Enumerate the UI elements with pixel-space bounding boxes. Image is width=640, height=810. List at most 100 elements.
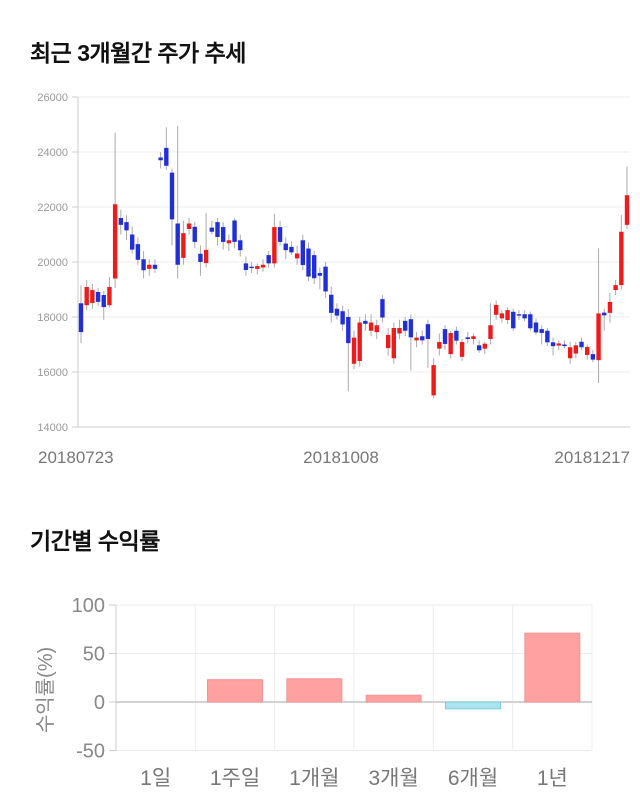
- candle-up: [437, 342, 442, 349]
- candle-up: [414, 337, 419, 341]
- returns-category-label: 1주일: [210, 767, 260, 790]
- candle-down: [545, 330, 550, 343]
- price-y-tick-label: 14000: [37, 422, 68, 434]
- candle-up: [272, 227, 277, 264]
- candle-down: [528, 314, 533, 329]
- candle-down: [158, 157, 163, 161]
- price-y-tick-label: 24000: [37, 147, 68, 159]
- candle-down: [198, 253, 203, 262]
- returns-category-label: 1년: [537, 767, 568, 790]
- return-bar-positive: [365, 694, 422, 703]
- candle-down: [249, 266, 254, 269]
- candle-up: [357, 322, 362, 361]
- candle-up: [448, 332, 453, 355]
- candle-up: [374, 325, 379, 333]
- candle-up: [596, 313, 601, 361]
- price-y-tick-label: 22000: [37, 202, 68, 214]
- candle-down: [363, 320, 368, 324]
- candle-up: [607, 301, 613, 313]
- candle-up: [181, 233, 186, 258]
- returns-category-label: 6개월: [448, 767, 498, 790]
- candle-down: [300, 240, 306, 266]
- candle-down: [152, 264, 158, 269]
- candle-down: [533, 322, 539, 333]
- candle-down: [141, 259, 146, 271]
- candle-down: [562, 344, 567, 347]
- return-bar-positive: [524, 632, 581, 703]
- candle-down: [215, 222, 220, 237]
- candle-up: [567, 347, 573, 359]
- returns-chart-title: 기간별 수익률: [30, 528, 160, 554]
- candle-up: [613, 285, 618, 291]
- candle-down: [420, 336, 425, 341]
- candle-up: [368, 322, 374, 331]
- candle-down: [243, 263, 249, 270]
- candle-down: [95, 291, 101, 302]
- price-y-tick-label: 16000: [37, 367, 68, 379]
- returns-ylabel: 수익률(%): [34, 647, 57, 733]
- returns-y-tick-label: 50: [83, 644, 105, 666]
- candle-up: [90, 290, 95, 303]
- candle-down: [425, 324, 431, 339]
- candle-down: [334, 308, 340, 316]
- candle-down: [101, 295, 106, 308]
- candle-down: [602, 312, 607, 316]
- candle-up: [471, 336, 476, 339]
- candle-down: [78, 303, 84, 333]
- candle-up: [255, 266, 260, 269]
- candle-down: [465, 337, 470, 339]
- candle-up: [84, 287, 89, 306]
- candle-up: [226, 240, 232, 244]
- candle-down: [169, 172, 175, 220]
- returns-y-tick-label: 100: [72, 595, 105, 617]
- candle-down: [454, 330, 459, 341]
- price-x-label: 20181008: [303, 448, 379, 467]
- return-bar-positive: [207, 679, 263, 703]
- candle-down: [283, 243, 288, 251]
- candle-down: [522, 314, 527, 319]
- return-bar-positive: [286, 678, 343, 703]
- candle-down: [579, 341, 584, 348]
- candle-down: [306, 248, 311, 277]
- candle-up: [459, 342, 465, 357]
- candle-down: [289, 246, 294, 253]
- candle-down: [317, 273, 323, 276]
- candle-up: [573, 345, 579, 354]
- returns-y-tick-label: -50: [76, 741, 105, 763]
- candle-up: [294, 253, 300, 259]
- candle-up: [624, 195, 630, 225]
- price-x-label: 20180723: [38, 448, 114, 467]
- price-x-label: 20181217: [554, 448, 630, 467]
- returns-y-tick-label: 0: [94, 692, 105, 714]
- candle-up: [112, 204, 118, 279]
- candle-down: [476, 345, 482, 351]
- return-bar-negative: [445, 701, 501, 710]
- candle-down: [408, 319, 414, 338]
- candle-up: [186, 223, 192, 229]
- returns-category-label: 3개월: [369, 767, 419, 790]
- candle-up: [203, 249, 209, 264]
- candle-down: [346, 317, 351, 344]
- candle-down: [266, 255, 271, 264]
- candle-down: [539, 329, 544, 333]
- candle-up: [107, 287, 112, 306]
- candle-down: [135, 244, 141, 260]
- candle-down: [511, 311, 516, 329]
- candle-down: [118, 218, 124, 225]
- candle-down: [164, 147, 169, 166]
- candle-up: [385, 334, 391, 349]
- candle-down: [380, 299, 385, 318]
- candle-down: [402, 320, 408, 331]
- candle-down: [209, 227, 215, 232]
- candle-up: [351, 337, 357, 364]
- candle-down: [124, 222, 129, 231]
- candle-up: [260, 264, 266, 268]
- candle-up: [488, 325, 493, 339]
- candle-down: [175, 223, 180, 265]
- candle-up: [556, 343, 561, 346]
- price-chart-title: 최근 3개월간 주가 추세: [30, 40, 246, 66]
- candle-up: [482, 343, 488, 349]
- candle-down: [129, 234, 135, 250]
